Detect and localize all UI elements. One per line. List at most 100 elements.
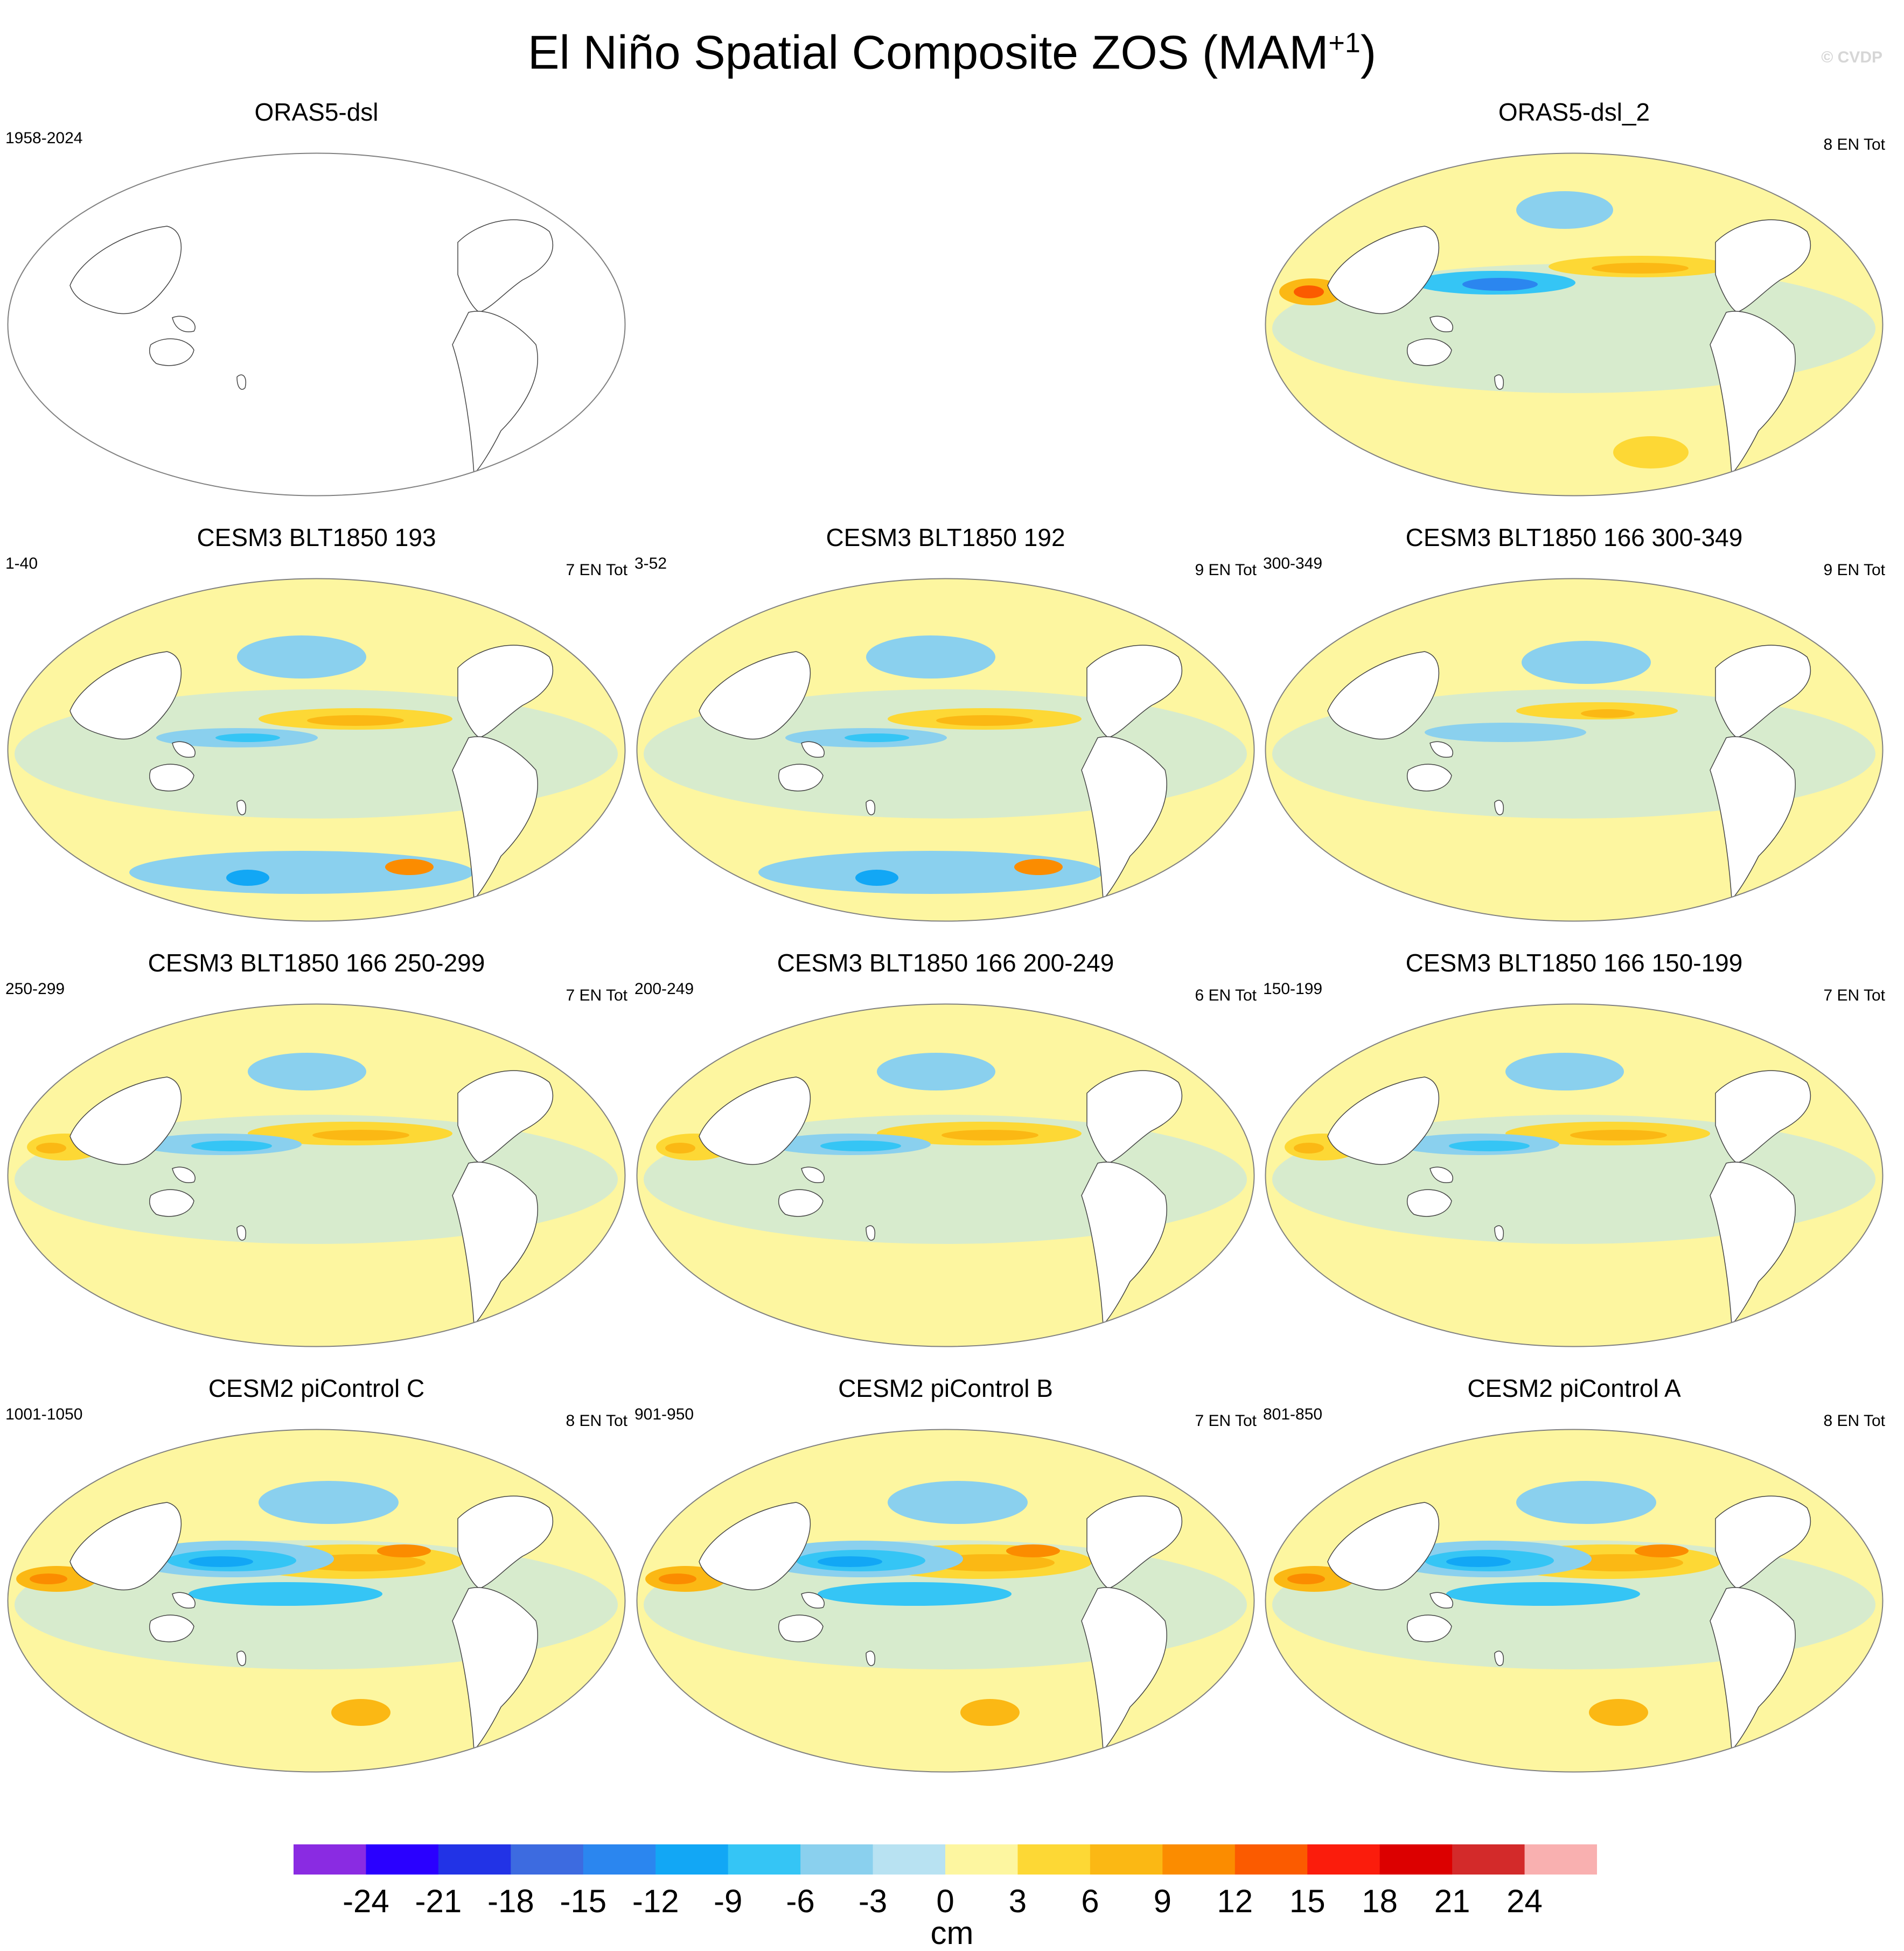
map-panel: CESM3 BLT1850 192 3-52 9 EN Tot [634,522,1257,937]
colorbar-tick-label: 18 [1362,1883,1398,1919]
landmass [1710,1587,1796,1751]
colorbar-swatch [1452,1844,1525,1875]
map-outline [7,578,626,922]
map-panel: CESM2 piControl B 901-950 7 EN Tot [634,1373,1257,1788]
landmass [1494,374,1504,390]
map-outline [1265,1429,1884,1773]
panel-count: 7 EN Tot [566,561,627,579]
landmass [172,316,196,332]
landmass [172,1166,196,1183]
anomaly-region [1446,1556,1511,1567]
landmass [1494,1225,1504,1241]
map-outline [636,578,1255,922]
landmass [1086,1070,1182,1164]
anomaly-region [960,1699,1020,1726]
landmass [1327,1502,1440,1591]
map-plot [1265,1429,1884,1773]
map-field [1265,578,1883,921]
anomaly-region [1581,709,1635,718]
anomaly-region [191,1141,272,1151]
anomaly-region [377,1544,431,1557]
colorbar-swatch [873,1844,946,1875]
colorbar-swatch [1524,1844,1597,1875]
map-field [1265,1004,1883,1347]
landmass [1715,1070,1811,1164]
landmass [457,1070,553,1164]
anomaly-region [30,1574,67,1584]
anomaly-region [1425,723,1586,742]
panel-count: 9 EN Tot [1195,561,1257,579]
map-outline [7,152,626,497]
anomaly-region [1516,191,1613,229]
landmass [1327,1076,1440,1165]
landmass [452,1587,538,1751]
panel-count: 7 EN Tot [1823,987,1885,1004]
ocean-background [8,153,625,496]
anomaly-region [855,870,898,886]
map-outline [1265,152,1884,497]
anomaly-region [845,733,909,742]
colorbar-tick-label: 6 [1081,1883,1099,1919]
anomaly-region [36,1143,66,1153]
map-field [8,578,625,921]
map-plot [1265,152,1884,497]
landmass [236,374,246,390]
panel-count: 8 EN Tot [1823,136,1885,153]
landmass [457,645,553,738]
landmass [866,1651,875,1666]
anomaly-region [877,1053,995,1090]
landmass [1715,1495,1811,1589]
landmass [801,741,825,758]
colorbar-tick-label: 9 [1153,1883,1172,1919]
anomaly-region [1570,1130,1667,1141]
landmass [1494,800,1504,815]
landmass [1407,764,1452,792]
landmass [1715,219,1811,313]
anomaly-region [307,715,404,726]
colorbar-tick-label: -18 [487,1883,534,1919]
panel-years: 801-850 [1263,1405,1323,1423]
colorbar-tick-label: -3 [858,1883,888,1919]
colorbar-tick-label: -9 [713,1883,743,1919]
anomaly-region [818,1556,882,1567]
panel-years: 300-349 [1263,555,1323,572]
panel-count: 8 EN Tot [1823,1412,1885,1430]
landmass [149,338,194,366]
colorbar-tick-label: -21 [415,1883,462,1919]
map-outline [636,1003,1255,1347]
map-panel: CESM2 piControl C 1001-1050 8 EN Tot [5,1373,627,1788]
landmass [699,651,811,740]
anomaly-region [189,1556,253,1567]
map-plot [7,1003,626,1347]
panel-title: ORAS5-dsl [254,98,379,126]
landmass [69,1076,182,1165]
anomaly-region [818,1582,1012,1606]
landmass [1327,226,1440,314]
panel-count: 7 EN Tot [1195,1412,1257,1430]
anomaly-region [665,1143,695,1153]
map-plot [7,1429,626,1773]
landmass [1081,1587,1167,1751]
anomaly-region [189,1582,382,1606]
landmass [1327,651,1440,740]
panel-count: 7 EN Tot [566,987,627,1004]
landmass [1494,1651,1504,1666]
anomaly-region [129,851,474,894]
colorbar-tick-label: 21 [1434,1883,1470,1919]
panel-years: 3-52 [634,555,667,572]
panel-years: 250-299 [5,980,65,998]
colorbar-swatch [583,1844,656,1875]
panel-years: 1958-2024 [5,129,83,147]
map-plot [636,1429,1255,1773]
landmass [1429,741,1453,758]
landmass [236,800,246,815]
colorbar-swatch [655,1844,729,1875]
panel-years: 1001-1050 [5,1405,83,1423]
landmass [699,1076,811,1165]
colorbar-swatch [1379,1844,1453,1875]
map-panel: CESM3 BLT1850 166 150-199 150-199 7 EN T… [1263,948,1885,1362]
map-panel: CESM3 BLT1850 166 250-299 250-299 7 EN T… [5,948,627,1362]
panel-years: 1-40 [5,555,38,572]
map-panel: CESM2 piControl A 801-850 8 EN Tot [1263,1373,1885,1788]
landmass [452,311,538,475]
